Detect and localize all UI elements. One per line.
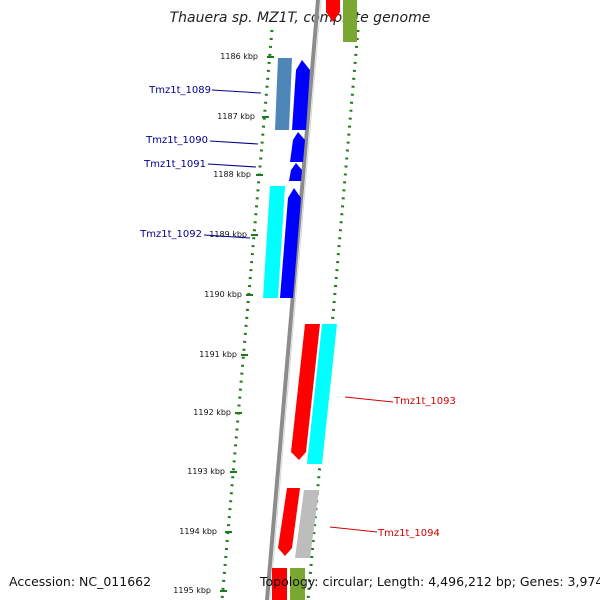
gene-label-tmz1t-1090[interactable]: Tmz1t_1090 [145, 135, 208, 146]
gene-label-tmz1t-1093[interactable]: Tmz1t_1093 [393, 396, 456, 407]
gene-tmz1t-1089[interactable] [292, 60, 310, 130]
ruler-label: 1192 kbp [193, 408, 231, 417]
gene-tmz1t-1094-feature[interactable] [295, 490, 319, 558]
gene-bottom-red[interactable] [272, 568, 287, 600]
genome-title: Thauera sp. MZ1T, complete genome [169, 10, 431, 26]
ruler-label: 1188 kbp [213, 170, 251, 179]
gene-tmz1t-1089-feature[interactable] [275, 58, 292, 130]
gene-tmz1t-1092-feature[interactable] [263, 186, 285, 298]
gene-tmz1t-1090[interactable] [290, 132, 305, 162]
ruler-label: 1187 kbp [217, 112, 255, 121]
ruler-label: 1191 kbp [199, 350, 237, 359]
backbone-highlight [269, 0, 322, 600]
gene-bottom-olive[interactable] [290, 568, 305, 600]
gene-tmz1t-1092[interactable] [280, 188, 301, 298]
gene-label-tmz1t-1092[interactable]: Tmz1t_1092 [139, 229, 202, 240]
ruler-label: 1186 kbp [220, 52, 258, 61]
leader-line-1092 [203, 234, 251, 239]
ruler-label: 1195 kbp [173, 586, 211, 595]
gene-top-red-tip [326, 12, 340, 22]
leader-line-1094 [329, 526, 378, 533]
ruler-ticks [220, 56, 274, 592]
accession-info: Accession: NC_011662 [9, 574, 152, 589]
ruler-label: 1190 kbp [204, 290, 242, 299]
ruler-label: 1193 kbp [187, 467, 225, 476]
leader-line-1093 [344, 396, 394, 403]
gene-tmz1t-1093[interactable] [291, 324, 320, 460]
gene-label-tmz1t-1091[interactable]: Tmz1t_1091 [143, 159, 206, 170]
gene-tmz1t-1093-feature[interactable] [307, 324, 337, 464]
gene-tmz1t-1094[interactable] [278, 488, 300, 556]
leader-line-1090 [209, 140, 259, 145]
leader-line-1091 [207, 163, 257, 168]
leader-line-1089 [211, 89, 262, 94]
gene-tmz1t-1091[interactable] [289, 163, 302, 181]
gene-label-tmz1t-1089[interactable]: Tmz1t_1089 [148, 85, 211, 96]
genome-backbone [265, 0, 320, 600]
gene-top-red[interactable] [326, 0, 340, 12]
topology-info: Topology: circular; Length: 4,496,212 bp… [260, 574, 600, 589]
ruler-label: 1189 kbp [209, 230, 247, 239]
ruler-label: 1194 kbp [179, 527, 217, 536]
gene-label-tmz1t-1094[interactable]: Tmz1t_1094 [377, 528, 440, 539]
gene-top-olive[interactable] [343, 0, 357, 42]
